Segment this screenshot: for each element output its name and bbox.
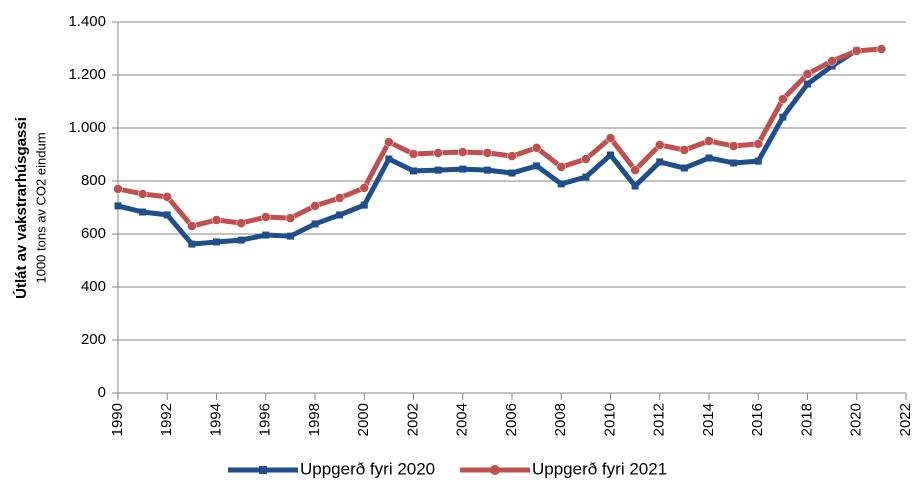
x-tick-label: 2020 <box>848 403 865 436</box>
point <box>187 221 197 231</box>
point <box>705 154 713 162</box>
x-tick-label: 2010 <box>601 403 618 436</box>
point <box>286 232 294 240</box>
y-tick-label: 600 <box>81 225 106 242</box>
point <box>508 169 516 177</box>
x-tick-label: 2004 <box>454 403 471 436</box>
point <box>876 44 887 54</box>
point <box>336 211 344 219</box>
point <box>779 113 787 121</box>
point <box>163 211 171 219</box>
point <box>162 192 172 202</box>
point <box>434 166 442 174</box>
point <box>802 69 813 79</box>
legend-marker <box>490 465 500 475</box>
point <box>311 220 319 228</box>
point <box>114 202 122 210</box>
y-tick-label: 400 <box>81 278 106 295</box>
x-tick-label: 2014 <box>700 403 717 436</box>
legend-marker <box>259 466 267 474</box>
point <box>730 159 738 167</box>
point <box>679 145 690 155</box>
x-tick-label: 2008 <box>552 403 569 436</box>
point <box>262 231 270 239</box>
point <box>359 183 369 193</box>
point <box>655 140 665 150</box>
point <box>680 164 688 172</box>
point <box>408 149 419 159</box>
point <box>236 218 246 228</box>
point <box>728 141 739 151</box>
point <box>261 212 271 222</box>
point <box>459 165 467 173</box>
y-tick-label: 1.400 <box>68 13 106 30</box>
point <box>531 143 542 153</box>
point <box>828 62 836 70</box>
x-tick-label: 2002 <box>404 403 421 436</box>
point <box>211 215 222 225</box>
point <box>581 154 591 164</box>
point <box>137 189 148 199</box>
point <box>385 155 393 163</box>
point <box>139 208 147 216</box>
point <box>754 157 762 165</box>
y-tick-label: 800 <box>81 172 106 189</box>
legend-item: Uppgerð fyri 2021 <box>460 459 667 478</box>
point <box>656 158 664 166</box>
x-tick-label: 2012 <box>651 403 668 436</box>
point <box>458 147 468 157</box>
legend-item: Uppgerð fyri 2020 <box>228 459 435 478</box>
x-tick-label: 1998 <box>306 403 323 436</box>
point <box>334 193 345 203</box>
point <box>433 148 443 158</box>
point <box>704 136 714 146</box>
x-tick-label: 1990 <box>109 403 126 436</box>
point <box>285 213 296 223</box>
x-tick-label: 2022 <box>897 403 913 436</box>
x-tick-label: 1996 <box>257 403 274 436</box>
point <box>482 148 493 158</box>
point <box>360 201 368 209</box>
y-tick-label: 1.000 <box>68 119 106 136</box>
point <box>778 94 788 104</box>
series-line <box>117 46 882 229</box>
point <box>188 240 196 248</box>
point <box>804 80 811 88</box>
point <box>852 46 862 56</box>
point <box>631 182 639 190</box>
x-tick-label: 2006 <box>503 403 520 436</box>
point <box>410 167 417 175</box>
point <box>507 151 517 161</box>
x-tick-label: 2016 <box>749 403 766 436</box>
point <box>384 137 394 147</box>
y-tick-label: 1.200 <box>68 66 106 83</box>
point <box>556 162 566 172</box>
x-tick-label: 1994 <box>207 403 224 436</box>
y-axis-sublabel: 1000 tons av CO2 eindum <box>33 132 48 283</box>
point <box>607 151 614 159</box>
point <box>630 165 640 175</box>
point <box>483 166 491 174</box>
point <box>582 173 590 181</box>
legend-label: Uppgerð fyri 2021 <box>532 459 667 478</box>
point <box>533 162 541 170</box>
x-tick-label: 2018 <box>798 403 815 436</box>
point <box>310 201 320 211</box>
point <box>113 184 123 194</box>
point <box>753 139 763 149</box>
y-tick-label: 200 <box>81 331 106 348</box>
x-tick-label: 1992 <box>158 403 175 436</box>
y-tick-label: 0 <box>98 384 106 401</box>
point <box>827 56 837 66</box>
y-axis-label: Útlát av vakstrarhúsgassi <box>12 117 30 299</box>
legend-label: Uppgerð fyri 2020 <box>300 459 435 478</box>
point <box>213 238 220 246</box>
x-tick-label: 2000 <box>355 403 372 436</box>
point <box>605 133 616 143</box>
point <box>557 180 565 188</box>
point <box>237 236 245 244</box>
